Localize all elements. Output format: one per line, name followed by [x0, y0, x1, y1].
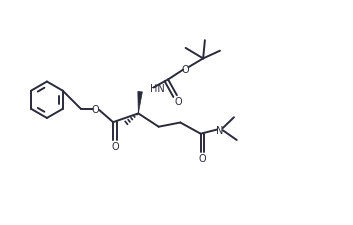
Text: O: O [175, 97, 183, 107]
Text: O: O [199, 153, 206, 163]
Text: O: O [181, 65, 189, 75]
Polygon shape [138, 92, 142, 114]
Text: O: O [111, 142, 119, 152]
Text: O: O [92, 104, 100, 114]
Text: N: N [216, 125, 224, 135]
Text: HN: HN [150, 84, 164, 94]
